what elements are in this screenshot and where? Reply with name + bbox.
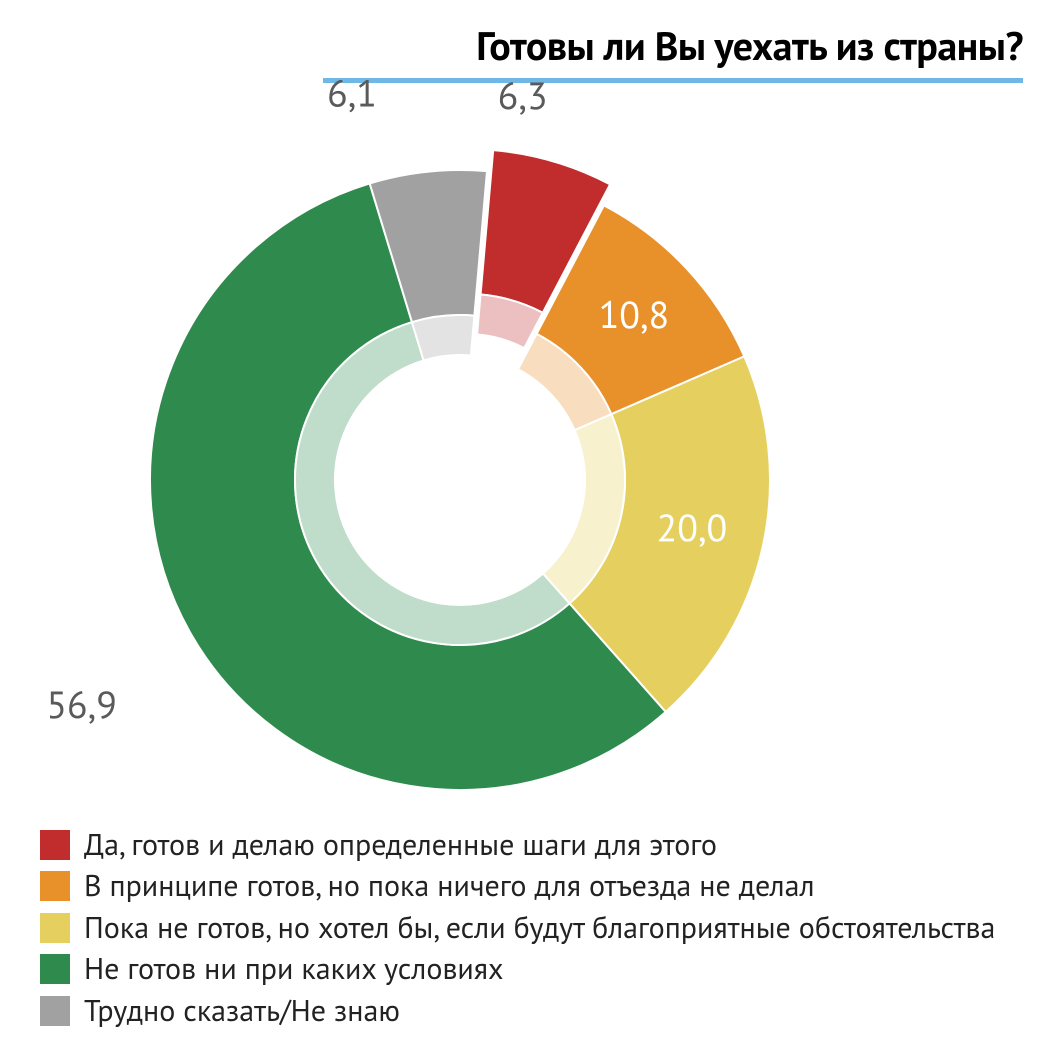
chart-container: Готовы ли Вы уехать из страны? 6,3 10,8 20… (0, 0, 1063, 1063)
legend-label: Не готов ни при каких условиях (84, 950, 504, 988)
legend-swatch (40, 996, 70, 1026)
legend-item: Не готов ни при каких условиях (40, 950, 1023, 988)
donut-svg: 6,3 10,8 20,0 56,9 6,1 (50, 80, 870, 900)
legend-label: Трудно сказать/Не знаю (84, 992, 400, 1030)
legend-item: Трудно сказать/Не знаю (40, 992, 1023, 1030)
legend-swatch (40, 871, 70, 901)
legend: Да, готов и делаю определенные шаги для … (40, 826, 1023, 1034)
slice-value-label: 6,3 (498, 80, 548, 120)
legend-label: Да, готов и делаю определенные шаги для … (84, 826, 717, 864)
legend-swatch (40, 954, 70, 984)
slice-value-label: 6,1 (327, 80, 377, 117)
slice-value-label: 20,0 (657, 503, 728, 552)
legend-swatch (40, 913, 70, 943)
legend-item: Да, готов и делаю определенные шаги для … (40, 826, 1023, 864)
slice-value-label: 10,8 (599, 290, 670, 339)
legend-swatch (40, 830, 70, 860)
donut-slice-inner (412, 315, 474, 360)
title-area: Готовы ли Вы уехать из страны? (323, 20, 1023, 83)
legend-item: В принципе готов, но пока ничего для отъ… (40, 867, 1023, 905)
donut-chart: 6,3 10,8 20,0 56,9 6,1 (50, 80, 810, 840)
legend-label: Пока не готов, но хотел бы, если будут б… (84, 909, 995, 947)
legend-label: В принципе готов, но пока ничего для отъ… (84, 867, 815, 905)
slice-value-label: 56,9 (50, 680, 117, 729)
chart-title: Готовы ли Вы уехать из страны? (323, 20, 1023, 72)
legend-item: Пока не готов, но хотел бы, если будут б… (40, 909, 1023, 947)
